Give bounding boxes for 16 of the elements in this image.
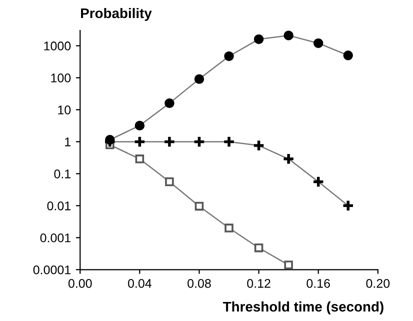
y-tick-label: 0.0001 <box>33 265 70 274</box>
x-tick-label: 0.04 <box>128 279 152 288</box>
y-axis-title: Probability <box>81 8 152 21</box>
y-tick-label: 0.1 <box>54 169 70 178</box>
x-tick-label: 0.08 <box>188 279 211 288</box>
y-tick-label: 100 <box>51 74 71 82</box>
x-tick-label: 0.20 <box>366 279 390 288</box>
x-axis-title: Threshold time (second) <box>222 301 384 314</box>
x-tick-label: 0.00 <box>68 279 92 288</box>
x-tick-label: 0.16 <box>306 279 330 288</box>
y-tick-label: 0.01 <box>47 201 70 210</box>
y-tick-label: 10 <box>58 106 71 114</box>
y-tick-label: 0.001 <box>40 233 70 242</box>
y-tick-label: 1000 <box>44 42 71 50</box>
y-tick-label: 1 <box>65 138 70 146</box>
x-tick-label: 0.12 <box>247 279 270 288</box>
